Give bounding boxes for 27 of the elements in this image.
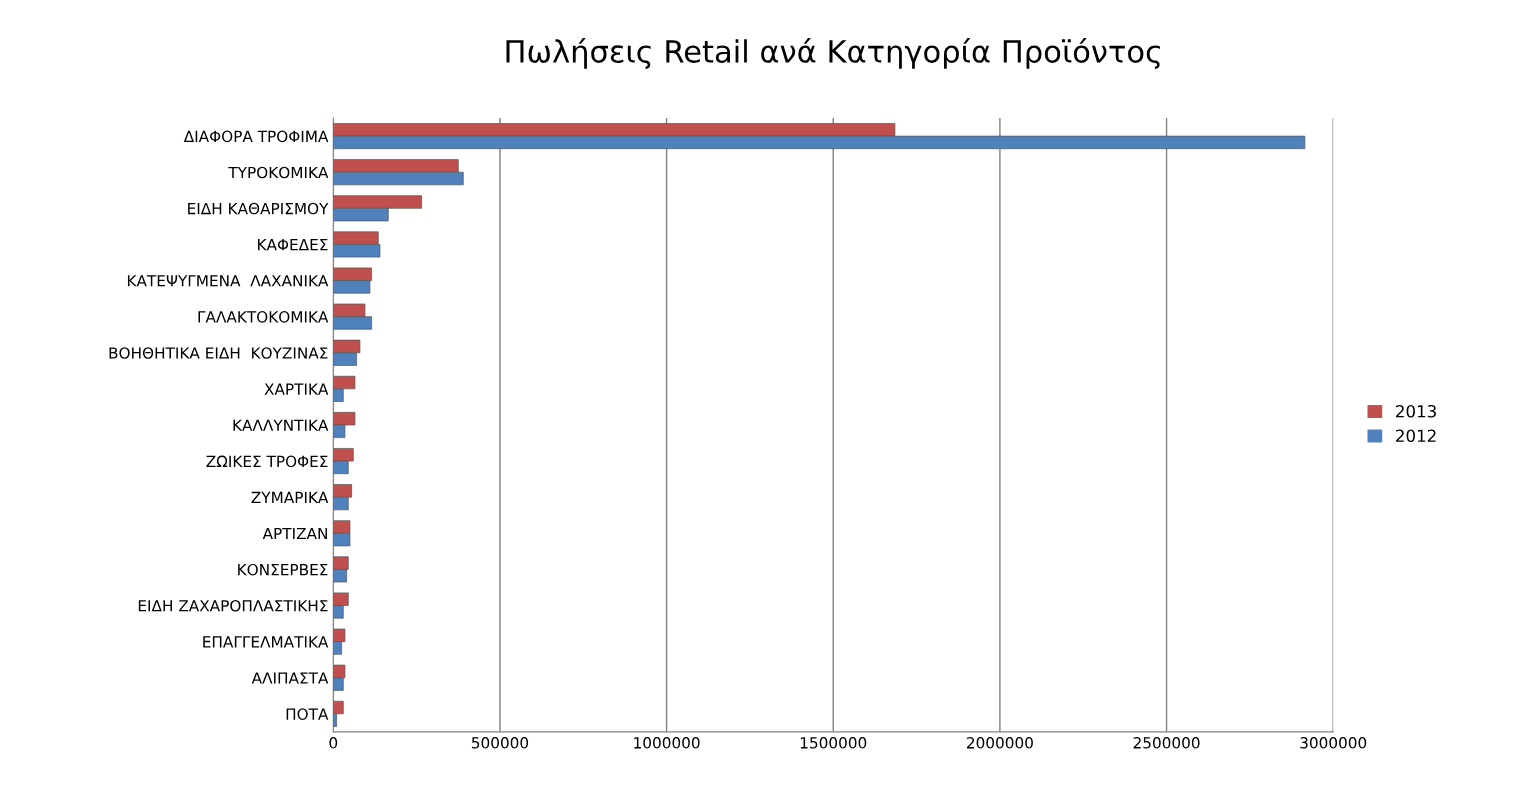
y-tick-label: ΔΙΑΦΟΡΑ ΤΡΟΦΙΜΑ: [183, 130, 329, 143]
x-tick-label: 0: [329, 737, 338, 749]
y-tick-label: ΚΑΛΛΥΝΤΙΚΑ: [233, 419, 329, 431]
y-tick-label: ΕΙΔΗ ΖΑΧΑΡΟΠΛΑΣΤΙΚΗΣ: [138, 599, 328, 612]
x-tick-label: 2500000: [1133, 737, 1200, 749]
x-tick-label: 500000: [471, 737, 529, 749]
x-tick-label: 1500000: [800, 737, 867, 749]
x-tick-label: 1000000: [634, 737, 700, 749]
x-tick-label: 2000000: [967, 737, 1033, 749]
y-tick-label: ΚΑΤΕΨΥΓΜΕΝΑ ΛΑΧΑΝΙΚΑ: [127, 275, 329, 287]
y-tick-label: ΖΥΜΑΡΙΚΑ: [251, 491, 329, 503]
y-tick-label: ΧΑΡΤΙΚΑ: [264, 383, 329, 395]
y-tick-label: ΠΟΤΑ: [286, 708, 329, 720]
y-tick-label: ΑΡΤΙΖΑΝ: [262, 527, 327, 540]
y-tick-label: ΕΠΑΓΓΕΛΜΑΤΙΚΑ: [203, 636, 329, 648]
x-tick-label: 3000000: [1300, 737, 1367, 749]
y-tick-label: ΤΥΡΟΚΟΜΙΚΑ: [228, 166, 329, 179]
y-tick-label: ΚΟΝΣΕΡΒΕΣ: [238, 563, 328, 576]
y-tick-label: ΑΛΙΠΑΣΤΑ: [251, 672, 329, 684]
y-tick-label: ΖΩΙΚΕΣ ΤΡΟΦΕΣ: [206, 455, 328, 468]
legend-label: 2013: [1396, 404, 1436, 418]
chart-title: Πωλήσεις Retail ανά Κατηγορία Προϊόντος: [506, 38, 1160, 69]
y-tick-label: ΚΑΦΕΔΕΣ: [258, 239, 328, 251]
legend-label: 2012: [1396, 429, 1436, 443]
y-tick-label: ΒΟΗΘΗΤΙΚΑ ΕΙΔΗ ΚΟΥΖΙΝΑΣ: [109, 347, 328, 359]
y-tick-label: ΕΙΔΗ ΚΑΘΑΡΙΣΜΟΥ: [188, 202, 329, 215]
y-tick-label: ΓΑΛΑΚΤΟΚΟΜΙΚΑ: [198, 311, 329, 323]
